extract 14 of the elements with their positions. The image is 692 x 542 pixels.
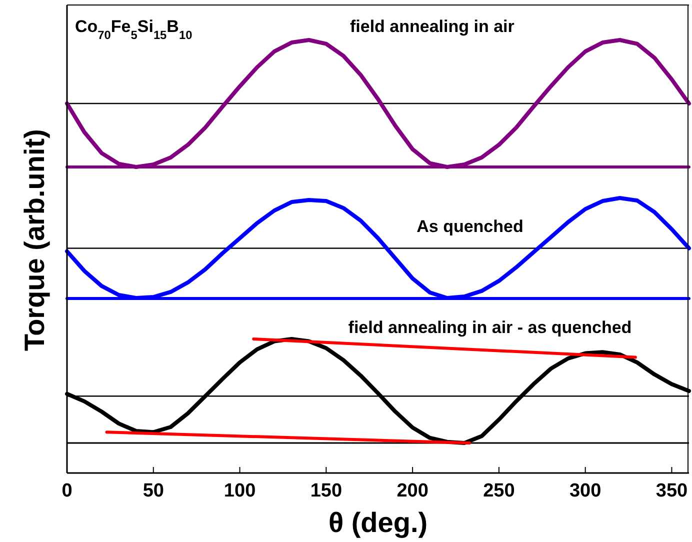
- annotation: As quenched: [416, 217, 524, 236]
- x-tick-label: 100: [224, 480, 256, 502]
- x-tick-label: 150: [310, 480, 342, 502]
- x-tick-label: 200: [396, 480, 428, 502]
- text: field annealing in air - as quenched: [348, 318, 632, 337]
- x-tick-label: 350: [656, 480, 688, 502]
- x-tick-label: 300: [569, 480, 602, 502]
- x-tick-label: 50: [142, 480, 164, 502]
- x-axis-title: θ (deg.): [328, 507, 428, 538]
- x-tick-label: 250: [483, 480, 515, 502]
- text: field annealing in air: [350, 17, 515, 36]
- x-tick-label: 0: [62, 480, 72, 502]
- annotation: Co$_{70}$Fe$_{5}$Si$_{15}$B$_{10}$: [75, 17, 193, 42]
- y-axis-title: Torque (arb.unit): [19, 129, 50, 351]
